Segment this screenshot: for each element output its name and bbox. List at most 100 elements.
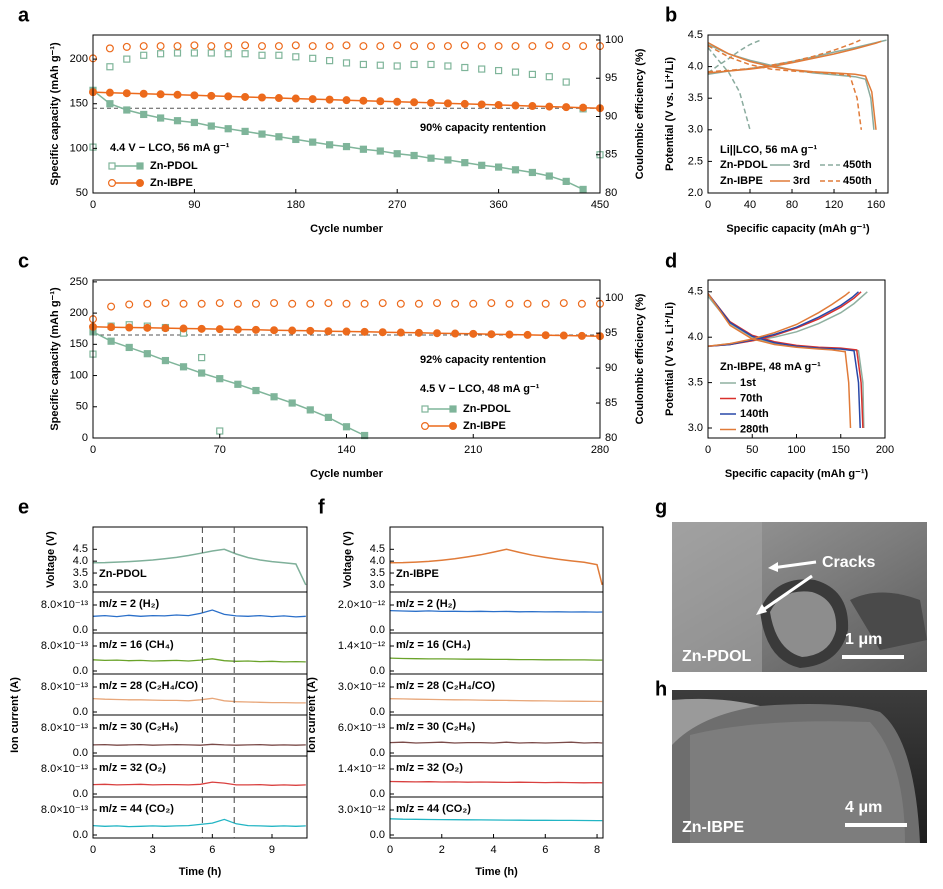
- x-tick-label: 200: [876, 444, 894, 456]
- ce-marker: [460, 41, 469, 50]
- x-axis-label: Specific capacity (mAh g⁻¹): [725, 468, 869, 480]
- ce-marker: [190, 49, 198, 57]
- capacity-marker: [179, 363, 188, 371]
- ce-marker: [275, 51, 283, 59]
- legend-title: Li||LCO, 56 mA g⁻¹: [720, 144, 817, 156]
- ce-marker: [342, 59, 351, 67]
- ce-marker: [179, 299, 188, 308]
- ce-marker: [461, 63, 469, 72]
- x-tick-label: 0: [705, 199, 711, 211]
- ce-marker: [324, 299, 333, 308]
- y-tick-label: 80: [605, 432, 617, 444]
- ion-trace: [92, 697, 306, 704]
- y-tick-label: 3.5: [73, 567, 88, 579]
- legend-label: Zn-PDOL: [720, 159, 768, 171]
- ce-marker: [579, 42, 588, 51]
- capacity-marker: [123, 106, 131, 114]
- capacity-marker: [342, 142, 351, 151]
- ce-marker: [562, 78, 570, 86]
- legend-label: 1st: [740, 377, 756, 389]
- capacity-marker: [143, 323, 152, 332]
- x-tick-label: 4: [490, 844, 496, 856]
- y-tick-label: 50: [76, 401, 88, 413]
- legend-marker: [136, 162, 144, 170]
- ion-trace: [389, 818, 603, 822]
- trace-label: m/z = 30 (C₂H₆): [396, 721, 476, 733]
- capacity-marker: [241, 92, 250, 101]
- ce-marker: [541, 299, 550, 308]
- voltage-curve: [707, 40, 882, 130]
- capacity-marker: [251, 325, 260, 334]
- annotation: 92% capacity rentention: [420, 354, 546, 366]
- capacity-marker: [494, 100, 503, 109]
- y-tick-label: 0.0: [370, 788, 385, 800]
- capacity-marker: [173, 90, 182, 99]
- capacity-marker: [292, 135, 300, 144]
- ce-marker: [410, 60, 418, 69]
- y-tick-label: 4.0: [688, 331, 703, 343]
- ce-marker: [157, 50, 165, 58]
- x-tick-label: 100: [787, 444, 805, 456]
- x-tick-label: 280: [591, 444, 609, 456]
- ce-marker: [342, 299, 351, 308]
- ce-marker: [224, 50, 232, 58]
- y-axis-label: Specific capacity (mAh g⁻¹): [49, 287, 61, 431]
- legend-label: Zn-IBPE: [150, 177, 193, 189]
- y-tick-label: 85: [605, 397, 617, 409]
- voltage-curve: [707, 291, 852, 429]
- voltage-curve: [389, 548, 603, 586]
- trace-label: m/z = 32 (O₂): [396, 762, 463, 774]
- y-tick-label: 0.0: [370, 706, 385, 718]
- voltage-curve: [707, 291, 868, 429]
- x-tick-label: 80: [786, 199, 798, 211]
- capacity-marker: [270, 326, 279, 335]
- ce-marker: [360, 299, 369, 308]
- ce-marker: [444, 62, 452, 70]
- x-tick-label: 0: [90, 844, 96, 856]
- ion-trace: [389, 698, 603, 703]
- y-tick-label: 3.5: [688, 377, 703, 389]
- capacity-marker: [224, 92, 233, 101]
- legend-label: 70th: [740, 392, 763, 404]
- y-tick-label: 0.0: [73, 829, 88, 841]
- ce-marker: [359, 42, 368, 51]
- y-tick-label: 3.0×10⁻¹²: [338, 804, 385, 816]
- ion-trace: [389, 609, 603, 613]
- plot-frame: [92, 526, 308, 593]
- capacity-marker: [258, 93, 267, 102]
- capacity-marker: [291, 94, 300, 103]
- capacity-marker: [528, 102, 537, 111]
- y-tick-label: 150: [70, 338, 88, 350]
- ce-marker: [216, 427, 224, 435]
- capacity-marker: [579, 185, 587, 194]
- arrow: [759, 574, 813, 614]
- y-tick-label: 4.5: [688, 29, 703, 41]
- x-tick-label: 90: [188, 199, 200, 211]
- ce-marker: [207, 42, 216, 51]
- ce-marker: [207, 49, 215, 57]
- arrow-head: [756, 604, 767, 615]
- ce-marker: [451, 299, 460, 308]
- capacity-marker: [122, 89, 131, 98]
- capacity-marker: [139, 89, 148, 98]
- plot-frame: [92, 34, 601, 194]
- ce-marker: [528, 42, 537, 51]
- capacity-marker: [433, 329, 442, 338]
- ce-marker: [511, 68, 520, 76]
- sem-image-h: Zn-IBPE 4 μm h: [655, 678, 927, 843]
- panel-label: a: [18, 4, 30, 26]
- trace-label: m/z = 2 (H₂): [99, 598, 160, 610]
- capacity-marker: [143, 350, 151, 358]
- capacity-marker: [562, 177, 570, 185]
- legend-label: Zn-IBPE: [463, 420, 506, 432]
- ce-marker: [562, 42, 571, 51]
- capacity-marker: [478, 161, 486, 169]
- x-tick-label: 160: [867, 199, 885, 211]
- capacity-marker: [359, 96, 368, 105]
- y-tick-label: 4.5: [73, 543, 88, 555]
- ce-marker: [433, 299, 442, 308]
- plot-frame: [389, 796, 604, 839]
- x-tick-label: 9: [269, 844, 275, 856]
- y-tick-label: 6.0×10⁻¹³: [338, 722, 385, 734]
